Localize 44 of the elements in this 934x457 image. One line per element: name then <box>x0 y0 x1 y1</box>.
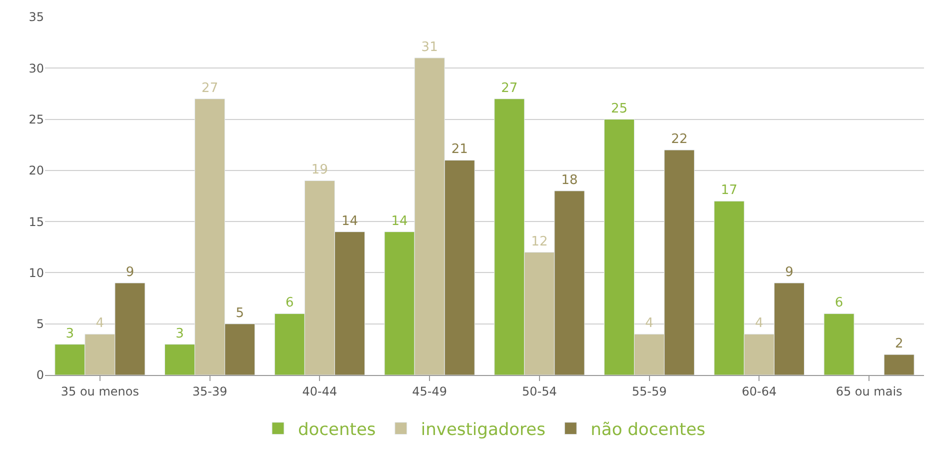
data-label: 9 <box>785 264 794 280</box>
data-label: 3 <box>176 326 184 342</box>
y-tick-label: 15 <box>28 214 44 229</box>
data-label: 12 <box>531 234 548 250</box>
data-label: 18 <box>561 172 578 188</box>
data-label: 19 <box>311 162 328 178</box>
data-label: 25 <box>611 101 628 116</box>
data-label: 6 <box>834 296 844 311</box>
y-tick-label: 30 <box>28 61 44 76</box>
x-tick-label: 45-49 <box>412 384 447 398</box>
data-label: 4 <box>96 316 104 332</box>
y-tick-label: 10 <box>28 266 44 280</box>
data-label: 14 <box>391 214 408 229</box>
legend-label: docentes <box>298 420 376 440</box>
x-tick-label: 40-44 <box>302 384 338 398</box>
data-label: 2 <box>894 336 904 352</box>
x-tick-label: 50-54 <box>522 384 557 398</box>
y-tick-label: 5 <box>36 317 44 332</box>
y-tick-label: 25 <box>28 112 44 126</box>
y-tick-label: 35 <box>28 10 44 24</box>
y-tick-label: 0 <box>36 368 44 382</box>
legend-label: investigadores <box>420 420 546 440</box>
data-label: 17 <box>720 183 738 198</box>
x-tick-label: 55-59 <box>632 384 667 398</box>
data-label: 31 <box>421 40 438 55</box>
bar <box>884 354 914 375</box>
x-tick-label: 35-39 <box>192 384 228 398</box>
legend-label: não docentes <box>590 420 706 440</box>
data-label: 21 <box>451 142 468 158</box>
bar <box>824 313 854 375</box>
data-label: 9 <box>126 264 134 280</box>
data-label: 4 <box>755 316 764 332</box>
x-tick-label: 65 ou mais <box>836 384 902 398</box>
x-tick-label: 60-64 <box>742 384 777 398</box>
data-label: 22 <box>671 132 688 147</box>
data-label: 27 <box>202 80 218 96</box>
data-label: 14 <box>341 214 358 229</box>
data-label: 4 <box>645 316 654 332</box>
data-label: 3 <box>66 326 74 342</box>
x-tick-label: 35 ou menos <box>60 384 140 398</box>
y-tick-label: 20 <box>28 164 44 178</box>
data-label: 27 <box>501 80 518 96</box>
data-label: 5 <box>236 306 244 321</box>
data-label: 6 <box>286 296 294 311</box>
